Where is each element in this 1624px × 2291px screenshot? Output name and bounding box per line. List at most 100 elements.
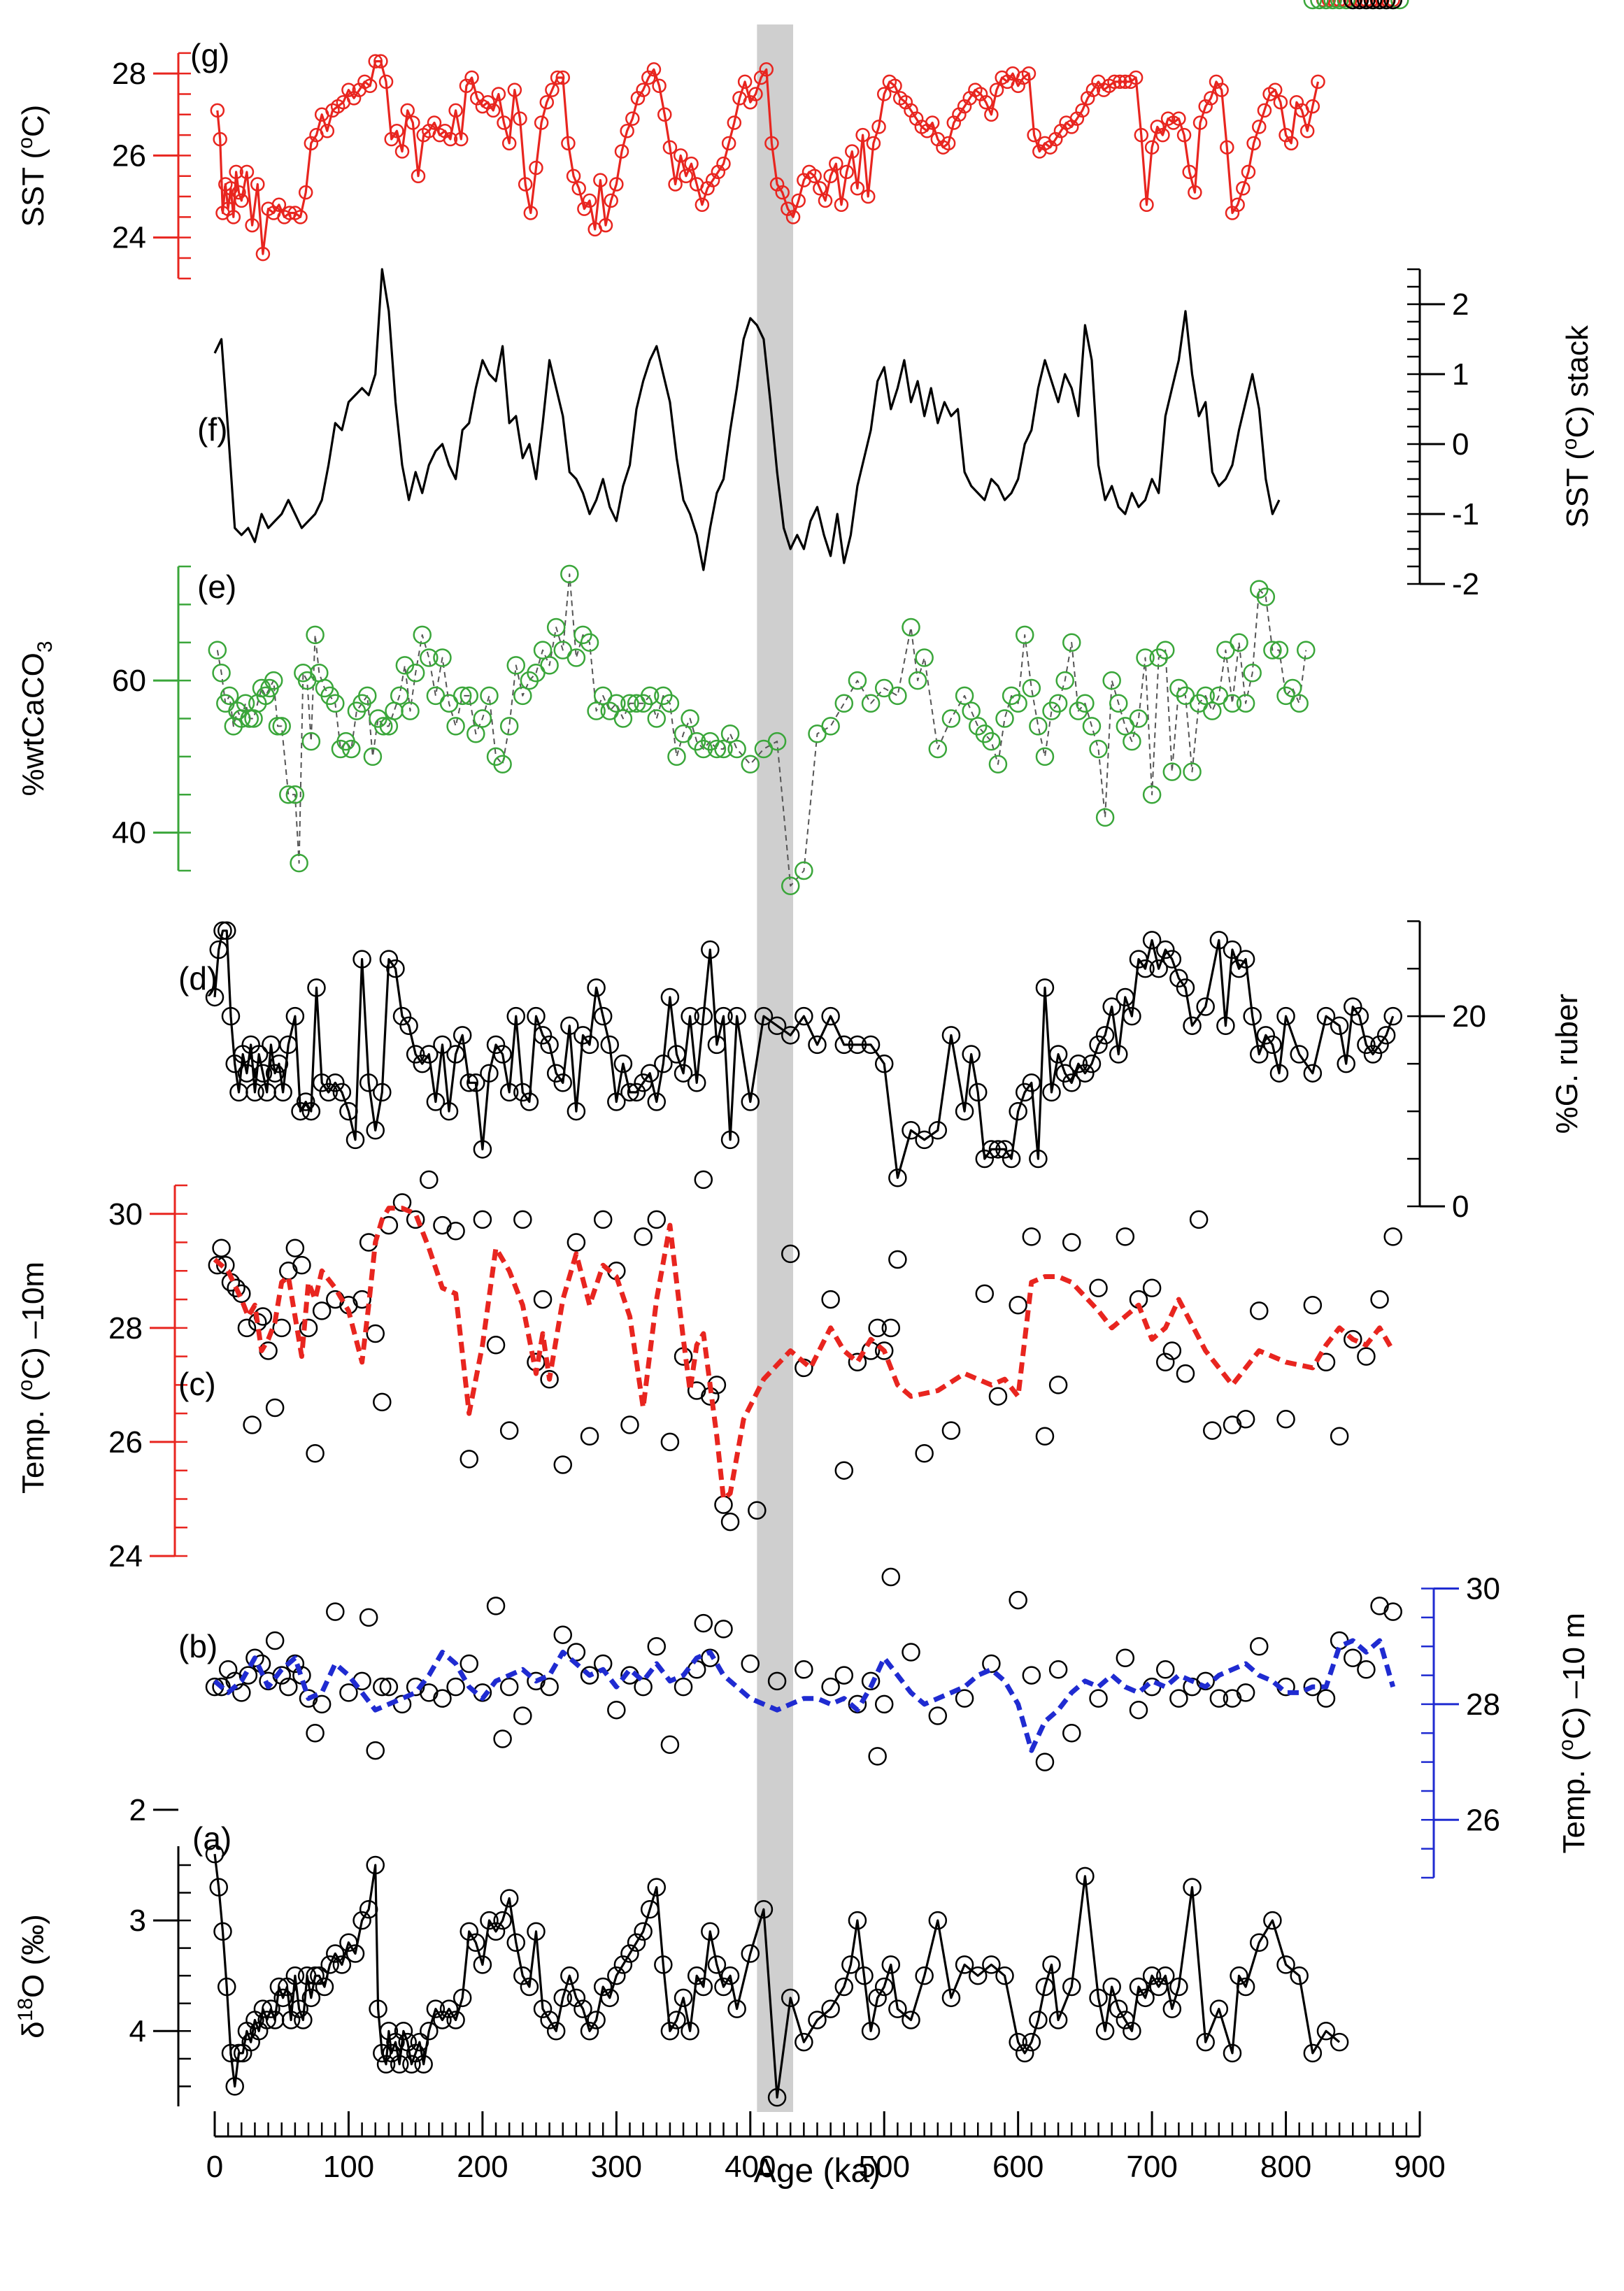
data-point-a	[982, 1955, 1001, 1974]
data-point-g	[813, 181, 827, 196]
data-point-c	[533, 1290, 553, 1309]
data-point-d	[1095, 1026, 1115, 1045]
data-point-g	[839, 164, 854, 180]
data-point-d	[687, 1073, 706, 1092]
data-point-d	[217, 921, 236, 941]
data-point-g	[406, 115, 420, 130]
data-point-g	[941, 136, 956, 151]
data-point-a	[290, 1999, 308, 2018]
data-point-d	[941, 1026, 961, 1045]
data-point-b	[1009, 1590, 1027, 1610]
data-point-b	[1223, 1689, 1242, 1708]
data-point-e	[1316, 0, 1336, 10]
data-point-a	[1383, 0, 1402, 10]
data-point-d	[587, 978, 606, 997]
data-point-d	[1123, 1006, 1141, 1026]
data-point-g	[501, 136, 517, 151]
y-axis-label-sup: 18	[14, 1998, 37, 2021]
data-point-g	[609, 177, 624, 192]
data-point-d	[312, 1073, 332, 1092]
data-point-b	[460, 1654, 478, 1673]
data-point-a	[1076, 1867, 1095, 1886]
data-point-a	[647, 1878, 667, 1897]
data-point-a	[1116, 2011, 1135, 2029]
data-point-b	[1250, 1636, 1269, 1656]
data-point-a	[480, 1911, 499, 1930]
data-point-d	[1022, 1073, 1041, 1092]
y-tick-label-f: 2	[1452, 287, 1469, 322]
data-point-e	[587, 701, 606, 720]
data-point-d	[647, 1092, 667, 1111]
data-point-e	[941, 709, 961, 728]
data-point-a	[834, 1977, 854, 1997]
y-tick-label-d: 20	[1452, 999, 1486, 1034]
data-point-a	[310, 1966, 329, 1985]
data-point-g	[213, 131, 227, 147]
data-point-g	[1188, 185, 1202, 200]
data-point-a	[273, 1988, 292, 2008]
data-point-d	[620, 1083, 639, 1102]
data-point-g	[1155, 127, 1170, 143]
data-point-a	[1142, 1966, 1162, 1985]
data-point-c	[694, 1170, 713, 1190]
data-point-b	[433, 1689, 452, 1708]
data-point-g	[989, 83, 1004, 97]
data-point-g	[529, 160, 543, 176]
highlight-band	[757, 24, 794, 2112]
data-point-d	[1250, 1045, 1269, 1064]
data-point-a	[460, 1922, 478, 1941]
data-point-a	[359, 1900, 378, 1919]
data-point-d	[209, 940, 228, 959]
data-point-e	[306, 625, 325, 645]
data-point-b	[373, 1677, 392, 1697]
data-point-e	[212, 664, 231, 683]
data-point-a	[861, 2022, 881, 2041]
data-point-g	[555, 70, 571, 85]
data-point-g	[1257, 103, 1272, 118]
y-tick-label-e: 40	[112, 816, 146, 850]
data-point-e	[290, 853, 308, 873]
data-point-g	[1236, 181, 1251, 196]
data-point-a	[453, 1988, 472, 2008]
data-point-e	[1183, 762, 1202, 781]
data-point-e	[1022, 678, 1041, 698]
data-point-c	[1176, 1364, 1195, 1383]
data-point-e	[607, 694, 626, 713]
data-point-a	[466, 1933, 485, 1952]
data-point-a	[420, 2022, 439, 2041]
data-point-g	[695, 197, 710, 213]
data-point-a	[1109, 1999, 1128, 2018]
y-axis-label-part: Temp. (	[16, 1391, 50, 1494]
y-axis-label-part: O (‰)	[16, 1914, 50, 1998]
data-point-e	[1269, 641, 1289, 659]
data-point-g	[652, 78, 667, 94]
data-point-b	[499, 1677, 519, 1697]
y-axis-label-sup: o	[1555, 1739, 1578, 1751]
data-point-a	[1022, 2032, 1041, 2052]
data-point-e	[1256, 587, 1276, 606]
data-point-c	[1236, 1410, 1255, 1429]
data-point-a	[627, 1933, 646, 1952]
data-point-e	[1283, 678, 1302, 698]
y-tick-label-b: 30	[1466, 1572, 1500, 1606]
data-point-d	[995, 1140, 1014, 1159]
data-point-d	[874, 1054, 894, 1073]
data-point-d	[1223, 940, 1242, 959]
data-point-a	[1250, 1933, 1269, 1952]
data-point-d	[955, 1101, 974, 1121]
data-point-g	[646, 62, 662, 77]
data-point-d	[1116, 987, 1135, 1007]
data-point-g	[271, 197, 287, 213]
data-point-d	[1048, 1045, 1068, 1064]
data-point-c	[285, 1239, 305, 1257]
data-point-g	[845, 144, 860, 159]
y-axis-label-part: C)	[16, 105, 50, 137]
data-point-a	[1316, 2022, 1336, 2041]
data-point-d	[1209, 931, 1229, 950]
data-point-c	[292, 1255, 311, 1275]
data-point-c	[988, 1387, 1008, 1406]
data-point-g	[491, 87, 506, 101]
data-point-g	[1107, 74, 1122, 90]
data-point-d	[379, 950, 399, 969]
data-point-c	[1162, 1341, 1182, 1360]
